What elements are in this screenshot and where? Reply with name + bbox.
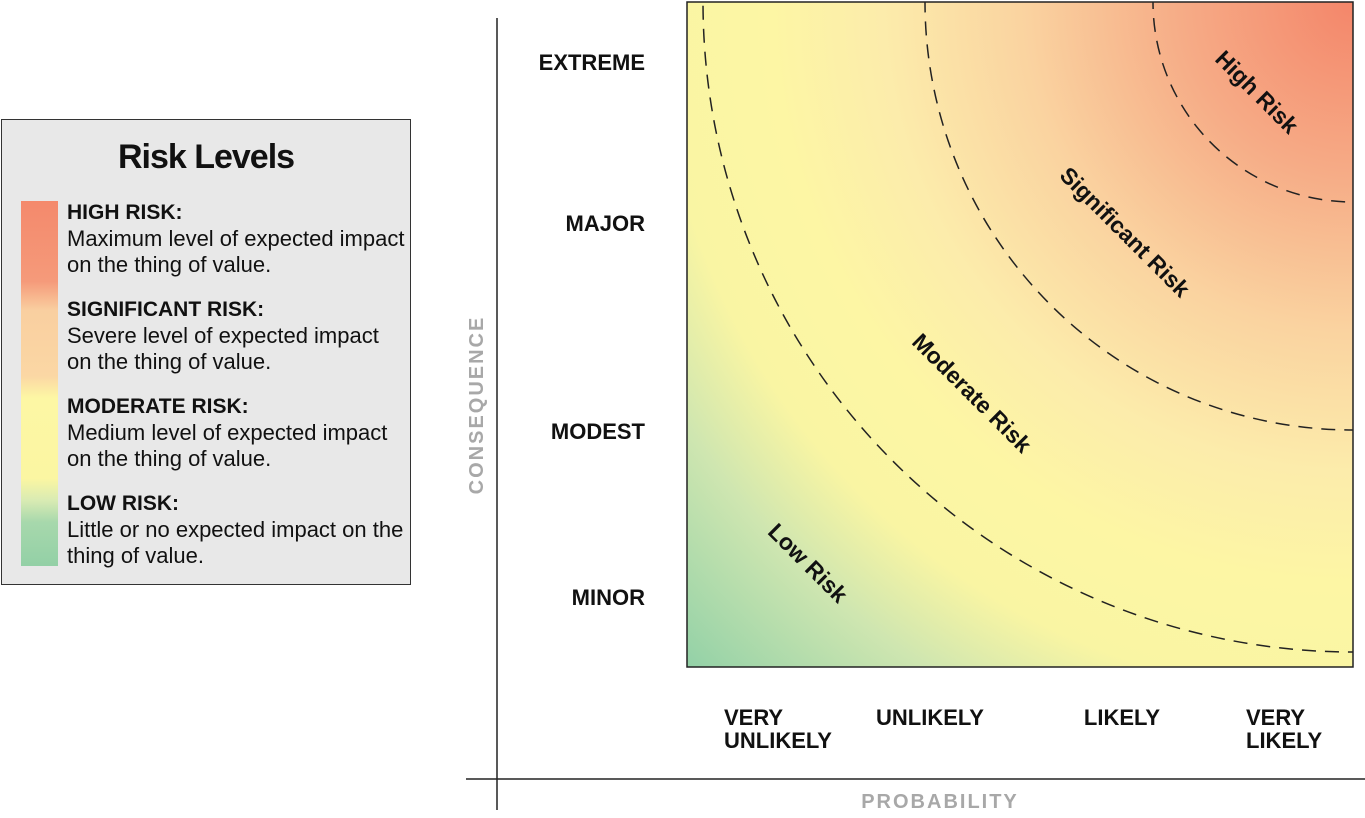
legend-item: HIGH RISK: Maximum level of expected impa… [67, 200, 407, 278]
legend-item: SIGNIFICANT RISK: Severe level of expecte… [67, 297, 407, 375]
zone-label: High Risk [1210, 45, 1304, 139]
x-label: LIKELY [1084, 705, 1161, 730]
y-axis-title: CONSEQUENCE [466, 316, 488, 495]
legend-heading: LOW RISK: [67, 492, 179, 515]
legend-description: Severe level of expected impact on the t… [67, 323, 379, 374]
y-label: MINOR [572, 585, 645, 610]
legend: Risk Levels HIGH RISK: Maximum level of e… [1, 119, 411, 585]
legend-item: LOW RISK: Little or no expected impact on… [67, 491, 407, 569]
x-label: VERY [724, 705, 783, 730]
legend-item: MODERATE RISK: Medium level of expected i… [67, 394, 407, 472]
x-label: LIKELY [1246, 728, 1323, 753]
legend-color-bar [21, 201, 58, 566]
x-axis-title: PROBABILITY [861, 791, 1019, 813]
legend-heading: HIGH RISK: [67, 201, 183, 224]
y-label: MODEST [551, 419, 646, 444]
heat-map [686, 1, 1354, 668]
legend-description: Medium level of expected impact on the t… [67, 420, 388, 471]
y-label: EXTREME [539, 50, 645, 75]
y-label: MAJOR [566, 211, 646, 236]
zone-label: Significant Risk [1055, 162, 1196, 303]
zone-boundary [1152, 2, 1353, 203]
zone-label: Moderate Risk [907, 328, 1037, 458]
legend-description: Maximum level of expected impact on the … [67, 226, 405, 277]
legend-heading: SIGNIFICANT RISK: [67, 298, 265, 321]
x-label: UNLIKELY [876, 705, 984, 730]
legend-description: Little or no expected impact on the thin… [67, 517, 404, 568]
zone-boundary [924, 2, 1353, 431]
legend-title: Risk Levels [117, 138, 295, 176]
zone-label: Low Risk [763, 518, 853, 608]
x-label: VERY [1246, 705, 1305, 730]
legend-heading: MODERATE RISK: [67, 395, 249, 418]
zone-boundary [702, 2, 1353, 653]
x-label: UNLIKELY [724, 728, 832, 753]
